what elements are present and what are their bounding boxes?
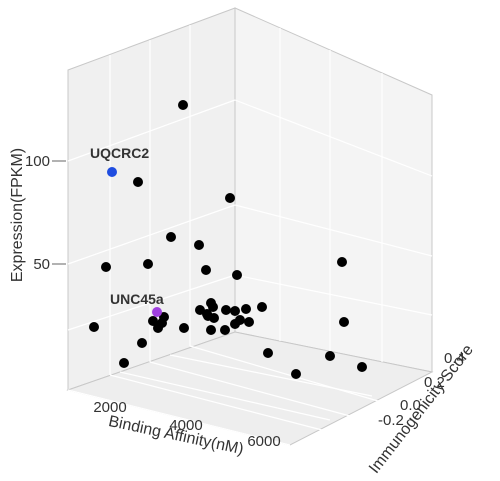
data-point <box>143 259 153 269</box>
data-point <box>179 323 189 333</box>
data-point <box>133 177 143 187</box>
data-point <box>89 322 99 332</box>
data-point <box>166 232 176 242</box>
z-tick-label: 50 <box>33 256 50 273</box>
gridline <box>234 99 433 177</box>
back-wall-right <box>234 7 433 373</box>
data-point <box>357 362 367 372</box>
data-point <box>101 262 111 272</box>
y-tick-label: 0.0 <box>400 397 421 414</box>
data-point-unc45a <box>152 307 162 317</box>
data-point <box>337 257 347 267</box>
x-tick-label: 6000 <box>247 433 280 450</box>
data-point <box>291 369 301 379</box>
data-point <box>241 304 251 314</box>
gridline <box>234 274 433 316</box>
data-point <box>153 323 163 333</box>
data-point <box>208 302 218 312</box>
data-point <box>206 325 216 335</box>
gridline <box>67 204 236 265</box>
gridlines <box>67 25 433 446</box>
data-point <box>221 305 231 315</box>
gridline <box>234 204 433 257</box>
data-point <box>201 265 211 275</box>
data-point <box>235 315 245 325</box>
data-point <box>159 312 169 322</box>
data-point <box>148 316 158 326</box>
x-tick-label: 4000 <box>169 417 202 434</box>
data-point <box>230 306 240 316</box>
data-point <box>209 313 219 323</box>
z-tick-label: 100 <box>25 153 50 170</box>
y-tick-label: -0.2 <box>378 412 404 429</box>
data-point <box>220 325 230 335</box>
data-points <box>89 100 367 379</box>
data-point <box>263 348 273 358</box>
annotation-unc45a-label: UNC45a <box>110 291 164 307</box>
data-point <box>325 351 335 361</box>
gridline <box>149 361 351 417</box>
data-point <box>339 317 349 327</box>
data-point <box>244 317 254 327</box>
data-point <box>257 302 267 312</box>
data-point <box>137 338 147 348</box>
gridline <box>169 354 373 397</box>
data-point <box>232 270 242 280</box>
gridline <box>67 99 236 162</box>
gridline <box>119 371 331 421</box>
data-point <box>194 240 204 250</box>
y-tick-label: 0.4 <box>444 350 465 367</box>
z-axis-title: Expression(FPKM) <box>9 148 26 282</box>
data-point <box>119 358 129 368</box>
x-tick-label: 2000 <box>93 399 126 416</box>
data-point <box>225 193 235 203</box>
data-point-uqcrc2 <box>107 167 117 177</box>
gridline <box>67 274 236 331</box>
gridline <box>189 345 379 402</box>
gridline <box>67 389 291 446</box>
annotation-uqcrc2-label: UQCRC2 <box>90 145 149 161</box>
gridline <box>109 374 323 431</box>
data-point <box>178 100 188 110</box>
y-tick-label: 0.2 <box>424 374 445 391</box>
